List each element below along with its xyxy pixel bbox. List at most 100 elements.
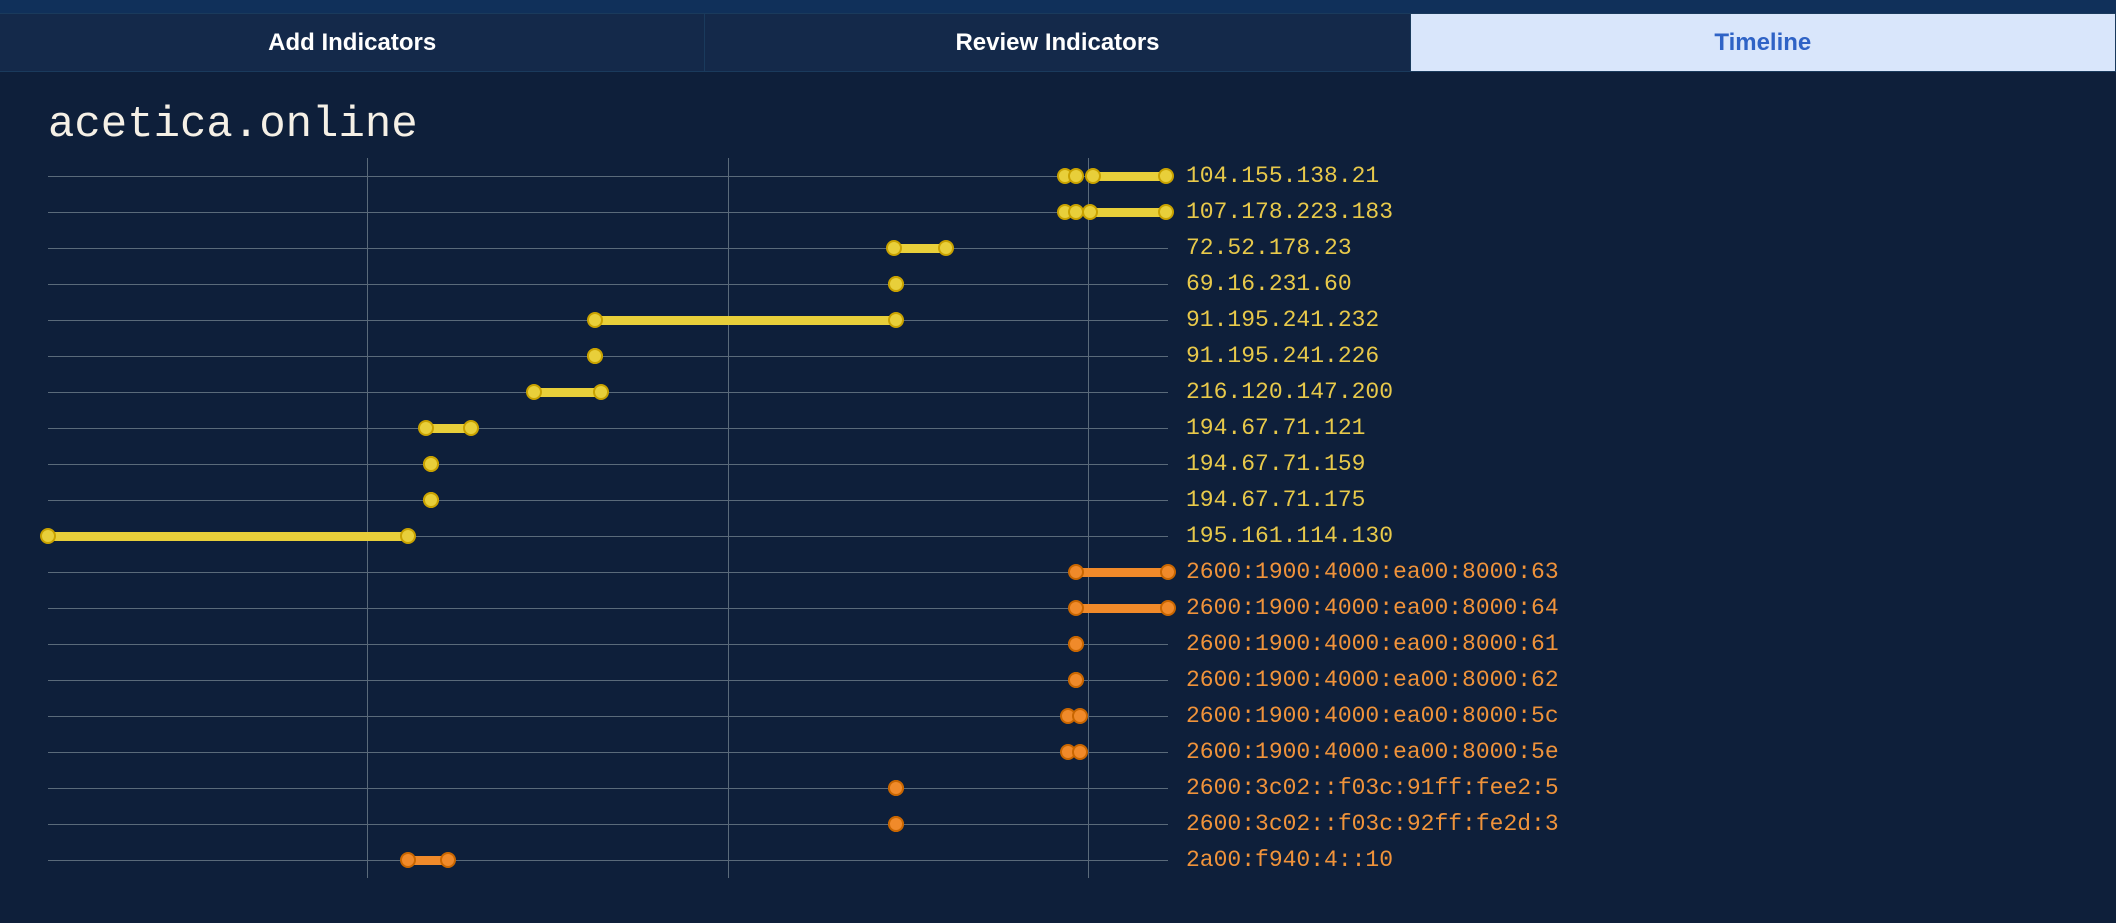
- tab-timeline[interactable]: Timeline: [1411, 14, 2116, 71]
- timeline-marker[interactable]: [463, 420, 479, 436]
- timeline-chart: 104.155.138.21 107.178.223.183 72.52.178.2…: [48, 158, 2116, 878]
- timeline-row: 72.52.178.23: [48, 230, 2116, 266]
- row-label: 194.67.71.175: [1186, 487, 1365, 513]
- content: acetica.online 104.155.138.21 107.178.223…: [0, 72, 2116, 878]
- row-baseline: [48, 824, 1168, 825]
- timeline-marker[interactable]: [888, 780, 904, 796]
- timeline-marker[interactable]: [1082, 204, 1098, 220]
- timeline-marker[interactable]: [423, 492, 439, 508]
- timeline-bar[interactable]: [595, 316, 896, 325]
- timeline-bar[interactable]: [48, 532, 408, 541]
- row-label: 194.67.71.121: [1186, 415, 1365, 441]
- timeline-marker[interactable]: [587, 312, 603, 328]
- timeline-row: 2600:1900:4000:ea00:8000:63: [48, 554, 2116, 590]
- timeline-marker[interactable]: [526, 384, 542, 400]
- row-label: 194.67.71.159: [1186, 451, 1365, 477]
- timeline-marker[interactable]: [400, 528, 416, 544]
- row-label: 2600:3c02::f03c:92ff:fe2d:3: [1186, 811, 1559, 837]
- timeline-row: 2600:1900:4000:ea00:8000:62: [48, 662, 2116, 698]
- row-baseline: [48, 860, 1168, 861]
- timeline-row: 91.195.241.226: [48, 338, 2116, 374]
- row-label: 2600:3c02::f03c:91ff:fee2:5: [1186, 775, 1559, 801]
- timeline-bar[interactable]: [534, 388, 601, 397]
- timeline-row: 195.161.114.130: [48, 518, 2116, 554]
- timeline-marker[interactable]: [938, 240, 954, 256]
- timeline-row: 104.155.138.21: [48, 158, 2116, 194]
- row-baseline: [48, 212, 1168, 213]
- timeline-marker[interactable]: [888, 312, 904, 328]
- timeline-row: 2600:3c02::f03c:91ff:fee2:5: [48, 770, 2116, 806]
- timeline-marker[interactable]: [1158, 204, 1174, 220]
- row-label: 91.195.241.232: [1186, 307, 1379, 333]
- timeline-marker[interactable]: [593, 384, 609, 400]
- timeline-row: 107.178.223.183: [48, 194, 2116, 230]
- row-label: 2600:1900:4000:ea00:8000:64: [1186, 595, 1559, 621]
- tabs: Add Indicators Review Indicators Timelin…: [0, 14, 2116, 72]
- tab-review-indicators[interactable]: Review Indicators: [705, 14, 1410, 71]
- row-baseline: [48, 464, 1168, 465]
- row-baseline: [48, 680, 1168, 681]
- timeline-bar[interactable]: [1093, 172, 1166, 181]
- timeline-marker[interactable]: [888, 276, 904, 292]
- row-baseline: [48, 644, 1168, 645]
- timeline-row: 194.67.71.175: [48, 482, 2116, 518]
- row-label: 2600:1900:4000:ea00:8000:62: [1186, 667, 1559, 693]
- row-label: 2600:1900:4000:ea00:8000:61: [1186, 631, 1559, 657]
- timeline-marker[interactable]: [40, 528, 56, 544]
- timeline-marker[interactable]: [1072, 744, 1088, 760]
- timeline-bar[interactable]: [1090, 208, 1166, 217]
- row-baseline: [48, 788, 1168, 789]
- timeline-marker[interactable]: [1068, 564, 1084, 580]
- timeline-marker[interactable]: [888, 816, 904, 832]
- row-label: 2600:1900:4000:ea00:8000:5c: [1186, 703, 1559, 729]
- timeline-marker[interactable]: [423, 456, 439, 472]
- page-title: acetica.online: [0, 100, 2116, 158]
- timeline-marker[interactable]: [418, 420, 434, 436]
- row-label: 2600:1900:4000:ea00:8000:63: [1186, 559, 1559, 585]
- timeline-marker[interactable]: [1068, 636, 1084, 652]
- row-baseline: [48, 248, 1168, 249]
- row-label: 2600:1900:4000:ea00:8000:5e: [1186, 739, 1559, 765]
- row-baseline: [48, 608, 1168, 609]
- row-label: 216.120.147.200: [1186, 379, 1393, 405]
- timeline-row: 2600:1900:4000:ea00:8000:61: [48, 626, 2116, 662]
- timeline-row: 2600:1900:4000:ea00:8000:64: [48, 590, 2116, 626]
- timeline-marker[interactable]: [886, 240, 902, 256]
- timeline-marker[interactable]: [587, 348, 603, 364]
- row-label: 104.155.138.21: [1186, 163, 1379, 189]
- timeline-row: 2a00:f940:4::10: [48, 842, 2116, 878]
- row-baseline: [48, 356, 1168, 357]
- timeline-marker[interactable]: [400, 852, 416, 868]
- row-baseline: [48, 428, 1168, 429]
- timeline-bar[interactable]: [1076, 568, 1168, 577]
- timeline-marker[interactable]: [440, 852, 456, 868]
- timeline-marker[interactable]: [1068, 672, 1084, 688]
- timeline-marker[interactable]: [1068, 168, 1084, 184]
- row-label: 107.178.223.183: [1186, 199, 1393, 225]
- timeline-marker[interactable]: [1160, 564, 1176, 580]
- timeline-row: 194.67.71.121: [48, 410, 2116, 446]
- row-baseline: [48, 716, 1168, 717]
- timeline-row: 69.16.231.60: [48, 266, 2116, 302]
- row-baseline: [48, 572, 1168, 573]
- row-label: 2a00:f940:4::10: [1186, 847, 1393, 873]
- topbar: [0, 0, 2116, 14]
- row-baseline: [48, 176, 1168, 177]
- row-label: 69.16.231.60: [1186, 271, 1352, 297]
- timeline-row: 194.67.71.159: [48, 446, 2116, 482]
- timeline-marker[interactable]: [1158, 168, 1174, 184]
- timeline-marker[interactable]: [1068, 600, 1084, 616]
- timeline-row: 2600:1900:4000:ea00:8000:5c: [48, 698, 2116, 734]
- row-baseline: [48, 752, 1168, 753]
- timeline-row: 216.120.147.200: [48, 374, 2116, 410]
- timeline-row: 2600:1900:4000:ea00:8000:5e: [48, 734, 2116, 770]
- timeline-bar[interactable]: [1076, 604, 1168, 613]
- row-label: 195.161.114.130: [1186, 523, 1393, 549]
- tab-add-indicators[interactable]: Add Indicators: [0, 14, 705, 71]
- row-baseline: [48, 284, 1168, 285]
- row-baseline: [48, 500, 1168, 501]
- timeline-marker[interactable]: [1072, 708, 1088, 724]
- row-label: 72.52.178.23: [1186, 235, 1352, 261]
- timeline-marker[interactable]: [1160, 600, 1176, 616]
- timeline-marker[interactable]: [1085, 168, 1101, 184]
